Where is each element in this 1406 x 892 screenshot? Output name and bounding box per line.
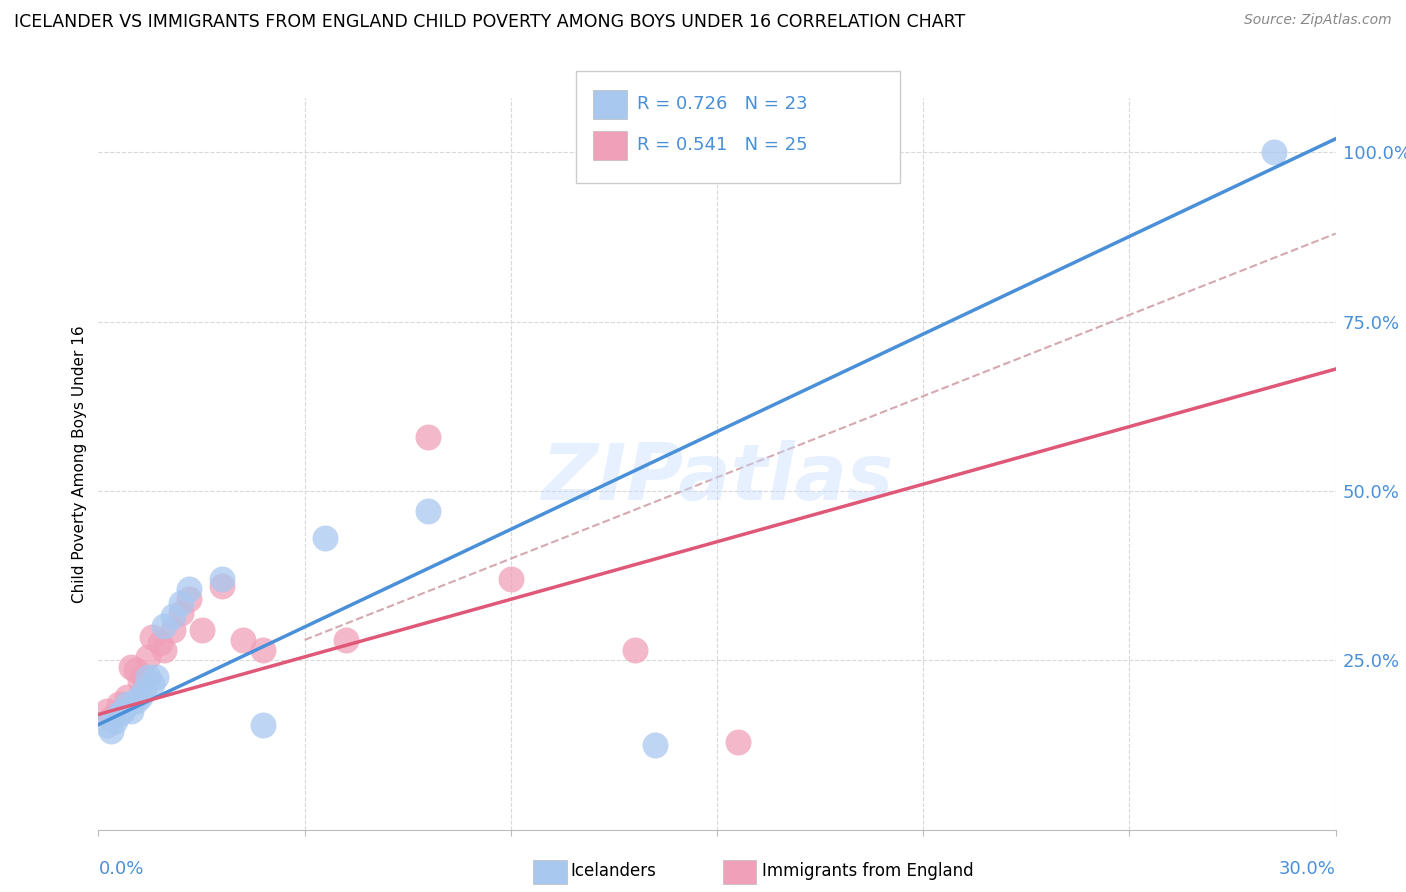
Point xyxy=(232,632,254,647)
Point xyxy=(100,711,122,725)
Point xyxy=(117,698,139,712)
Point xyxy=(128,673,150,688)
Point xyxy=(727,734,749,748)
Point xyxy=(499,572,522,586)
Point xyxy=(120,660,142,674)
Text: Icelanders: Icelanders xyxy=(571,863,657,880)
Point xyxy=(179,582,201,596)
Point xyxy=(153,619,176,633)
Text: ICELANDER VS IMMIGRANTS FROM ENGLAND CHILD POVERTY AMONG BOYS UNDER 16 CORRELATI: ICELANDER VS IMMIGRANTS FROM ENGLAND CHI… xyxy=(14,13,966,31)
Point xyxy=(153,643,176,657)
Point xyxy=(141,630,163,644)
Point xyxy=(128,690,150,705)
Point xyxy=(141,677,163,691)
Point xyxy=(179,592,201,607)
Text: 30.0%: 30.0% xyxy=(1279,860,1336,878)
Text: R = 0.726   N = 23: R = 0.726 N = 23 xyxy=(637,95,807,113)
Point xyxy=(418,504,440,518)
Point xyxy=(149,636,172,650)
Y-axis label: Child Poverty Among Boys Under 16: Child Poverty Among Boys Under 16 xyxy=(72,325,87,603)
Point xyxy=(132,683,155,698)
Point xyxy=(117,690,139,705)
Point xyxy=(108,707,131,722)
Point xyxy=(252,643,274,657)
Point xyxy=(252,717,274,731)
Point xyxy=(120,704,142,718)
Point xyxy=(112,704,135,718)
Text: 0.0%: 0.0% xyxy=(98,860,143,878)
Text: Source: ZipAtlas.com: Source: ZipAtlas.com xyxy=(1244,13,1392,28)
Point xyxy=(1263,145,1285,160)
Point xyxy=(644,738,666,752)
Point xyxy=(162,609,184,624)
Point xyxy=(136,670,159,684)
Point xyxy=(170,606,193,620)
Point xyxy=(211,572,233,586)
Point xyxy=(100,724,122,739)
Point xyxy=(145,670,167,684)
Point xyxy=(418,430,440,444)
Text: R = 0.541   N = 25: R = 0.541 N = 25 xyxy=(637,136,807,154)
Point xyxy=(190,623,212,637)
Point xyxy=(104,714,127,729)
Point xyxy=(314,532,336,546)
Point xyxy=(124,664,146,678)
Text: ZIPatlas: ZIPatlas xyxy=(541,441,893,516)
Point xyxy=(96,717,118,731)
Point xyxy=(136,649,159,664)
Point xyxy=(132,670,155,684)
Point xyxy=(211,579,233,593)
Text: Immigrants from England: Immigrants from England xyxy=(762,863,974,880)
Point xyxy=(108,698,131,712)
Point xyxy=(623,643,645,657)
Point xyxy=(96,704,118,718)
Point xyxy=(335,632,357,647)
Point xyxy=(124,694,146,708)
Point xyxy=(170,596,193,610)
Point xyxy=(162,623,184,637)
